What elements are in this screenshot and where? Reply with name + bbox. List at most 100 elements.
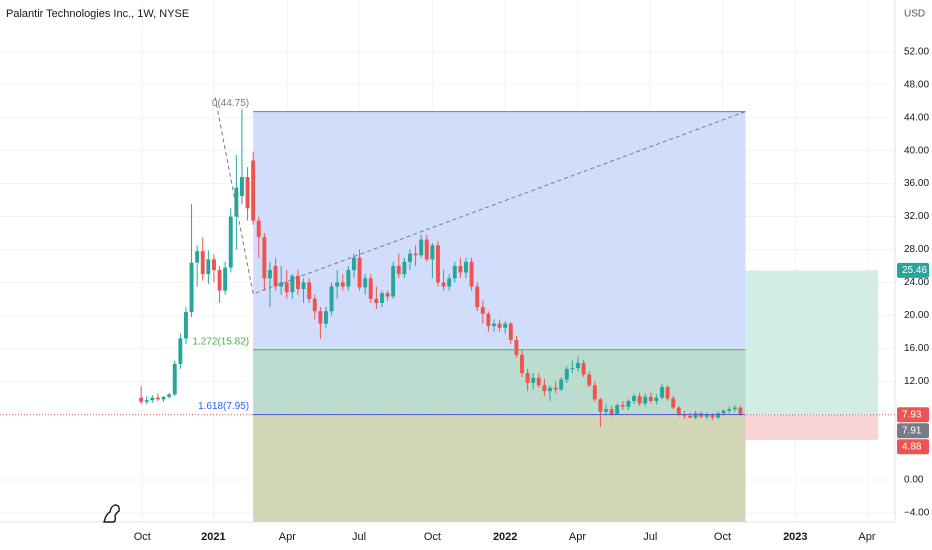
candle-body: [211, 259, 216, 271]
candle-body: [727, 409, 732, 411]
candle-body: [419, 239, 424, 256]
x-tick-label: Jul: [643, 531, 657, 543]
candle-body: [144, 400, 149, 402]
candle-body: [408, 253, 412, 262]
candle-body: [251, 160, 256, 221]
currency-label: USD: [904, 9, 925, 20]
y-tick-label: 44.00: [904, 112, 929, 123]
candle-body: [648, 396, 653, 401]
y-tick-label: 0.00: [904, 475, 924, 486]
candle-body: [452, 265, 457, 279]
candle-body: [195, 251, 200, 263]
candle-body: [626, 400, 631, 407]
candle-body: [223, 267, 228, 291]
candle-body: [620, 405, 625, 407]
position-target: [745, 270, 879, 415]
candle-body: [486, 313, 491, 327]
candle-body: [671, 398, 676, 408]
x-tick-label: Oct: [714, 531, 731, 543]
candle-body: [592, 385, 597, 400]
candle-body: [340, 282, 345, 287]
y-tick-label: 48.00: [904, 79, 929, 90]
price-tag: [897, 423, 929, 439]
candle-body: [525, 372, 530, 383]
candle-body: [178, 338, 183, 364]
candle-body: [352, 257, 356, 271]
candle-body: [200, 251, 205, 275]
candle-body: [424, 239, 429, 260]
x-tick-label: Apr: [858, 531, 875, 543]
candle-body: [570, 368, 575, 370]
candle-body: [167, 394, 172, 397]
y-tick-label: 52.00: [904, 47, 929, 58]
candle-body: [183, 312, 188, 339]
trend-line: [214, 97, 746, 295]
candle-body: [732, 407, 737, 410]
candle-body: [654, 397, 659, 401]
candle-body: [576, 363, 580, 369]
candle-body: [710, 414, 715, 418]
candle-body: [385, 293, 390, 297]
candle-body: [161, 396, 166, 400]
candle-body: [553, 387, 558, 390]
candle-body: [228, 216, 233, 268]
price-tag-label: 25.46: [902, 265, 927, 276]
candle-body: [267, 270, 272, 279]
candle-body: [716, 413, 720, 418]
candle-body: [155, 397, 160, 400]
candle-body: [290, 275, 295, 293]
candle-body: [721, 410, 726, 414]
candle-body: [363, 278, 368, 288]
fib-label: 1.272(15.82): [192, 336, 249, 347]
candle-body: [693, 413, 698, 418]
candle-body: [234, 187, 239, 217]
y-tick-label: 20.00: [904, 310, 929, 321]
drawings: [253, 111, 879, 522]
candle-body: [273, 265, 278, 287]
candle-body: [542, 385, 547, 392]
candle-body: [475, 286, 480, 308]
candle-body: [307, 282, 312, 299]
candle-body: [492, 323, 496, 327]
candle-body: [632, 396, 636, 401]
price-tag-label: 7.93: [902, 409, 922, 420]
candle-body: [239, 177, 244, 196]
candle-body: [150, 397, 155, 401]
fib-label: 0(44.75): [212, 98, 249, 109]
candle-body: [312, 298, 317, 312]
candle-body: [335, 282, 340, 287]
x-tick-label: 2022: [493, 531, 517, 543]
candle-body: [480, 307, 485, 314]
candle-body: [738, 407, 743, 415]
candle-body: [548, 387, 552, 392]
candle-body: [514, 340, 519, 355]
candle-body: [357, 257, 362, 288]
candle-body: [581, 363, 586, 375]
candle-body: [559, 379, 564, 390]
candle-body: [413, 253, 418, 256]
candle-body: [598, 399, 603, 412]
candle-body: [391, 265, 396, 297]
candle-body: [172, 363, 177, 395]
candle-body: [206, 259, 211, 275]
x-tick-label: Jul: [352, 531, 366, 543]
candle-body: [139, 397, 144, 402]
candle-body: [469, 261, 474, 287]
candle-body: [458, 265, 463, 273]
logo: [103, 504, 120, 523]
candle-body: [329, 286, 334, 312]
candle-body: [688, 415, 692, 418]
candle-body: [368, 278, 373, 299]
candle-body: [374, 298, 379, 303]
candle-body: [615, 405, 620, 415]
candle-body: [217, 270, 222, 291]
candle-body: [324, 311, 328, 324]
x-tick-label: Apr: [569, 531, 586, 543]
price-tag: [897, 262, 929, 278]
candle-body: [380, 293, 384, 303]
candle-body: [609, 409, 614, 415]
candle-body: [564, 368, 569, 380]
x-tick-label: Oct: [134, 531, 151, 543]
candle-body: [508, 323, 513, 341]
